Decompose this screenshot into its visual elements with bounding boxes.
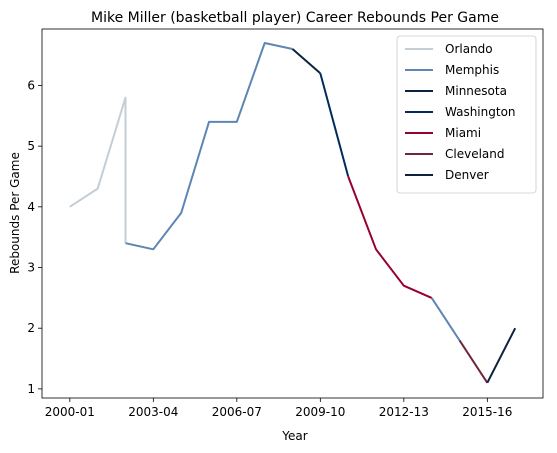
series-line-miami-4: [347, 176, 433, 299]
series-layer: [69, 42, 517, 384]
y-tick-label: 3: [27, 261, 35, 275]
x-tick-label: 2006-07: [212, 405, 262, 419]
series-line-minnesota-2: [291, 48, 321, 75]
series-line-denver-7: [486, 327, 517, 384]
series-line-memphis-5: [430, 297, 461, 341]
x-axis-label: Year: [281, 429, 307, 443]
x-tick-label: 2000-01: [45, 405, 95, 419]
series-line-washington-3: [319, 73, 350, 177]
legend: Orlando Memphis Minnesota Washington Miami Cl…: [396, 35, 537, 194]
legend-label: Memphis: [445, 63, 499, 77]
x-tick-label: 2009-10: [295, 405, 345, 419]
x-tick-label: 2012-13: [379, 405, 429, 419]
legend-label: Minnesota: [445, 84, 507, 98]
y-tick-label: 2: [27, 321, 35, 335]
legend-label: Orlando: [445, 42, 493, 56]
x-tick-label: 2015-16: [462, 405, 512, 419]
y-tick-label: 5: [27, 139, 35, 153]
y-tick-label: 6: [27, 78, 35, 92]
legend-label: Washington: [445, 105, 516, 119]
x-axis: 2000-01 2003-04 2006-07 2009-10 2012-13 2015-…: [45, 398, 512, 419]
series-line-orlando-0: [69, 96, 127, 244]
y-axis: 1 2 3 4 5 6: [27, 78, 42, 396]
plot-frame: [41, 28, 544, 399]
legend-label: Cleveland: [445, 147, 505, 161]
legend-label: Denver: [445, 168, 489, 182]
chart-title: Mike Miller (basketball player) Career R…: [91, 10, 499, 26]
series-line-memphis-1: [125, 42, 293, 251]
y-tick-label: 4: [27, 200, 35, 214]
legend-label: Miami: [445, 126, 481, 140]
y-axis-label: Rebounds Per Game: [8, 152, 22, 274]
y-tick-label: 1: [27, 382, 35, 396]
series-line-cleveland-6: [458, 339, 489, 384]
x-tick-label: 2003-04: [128, 405, 178, 419]
